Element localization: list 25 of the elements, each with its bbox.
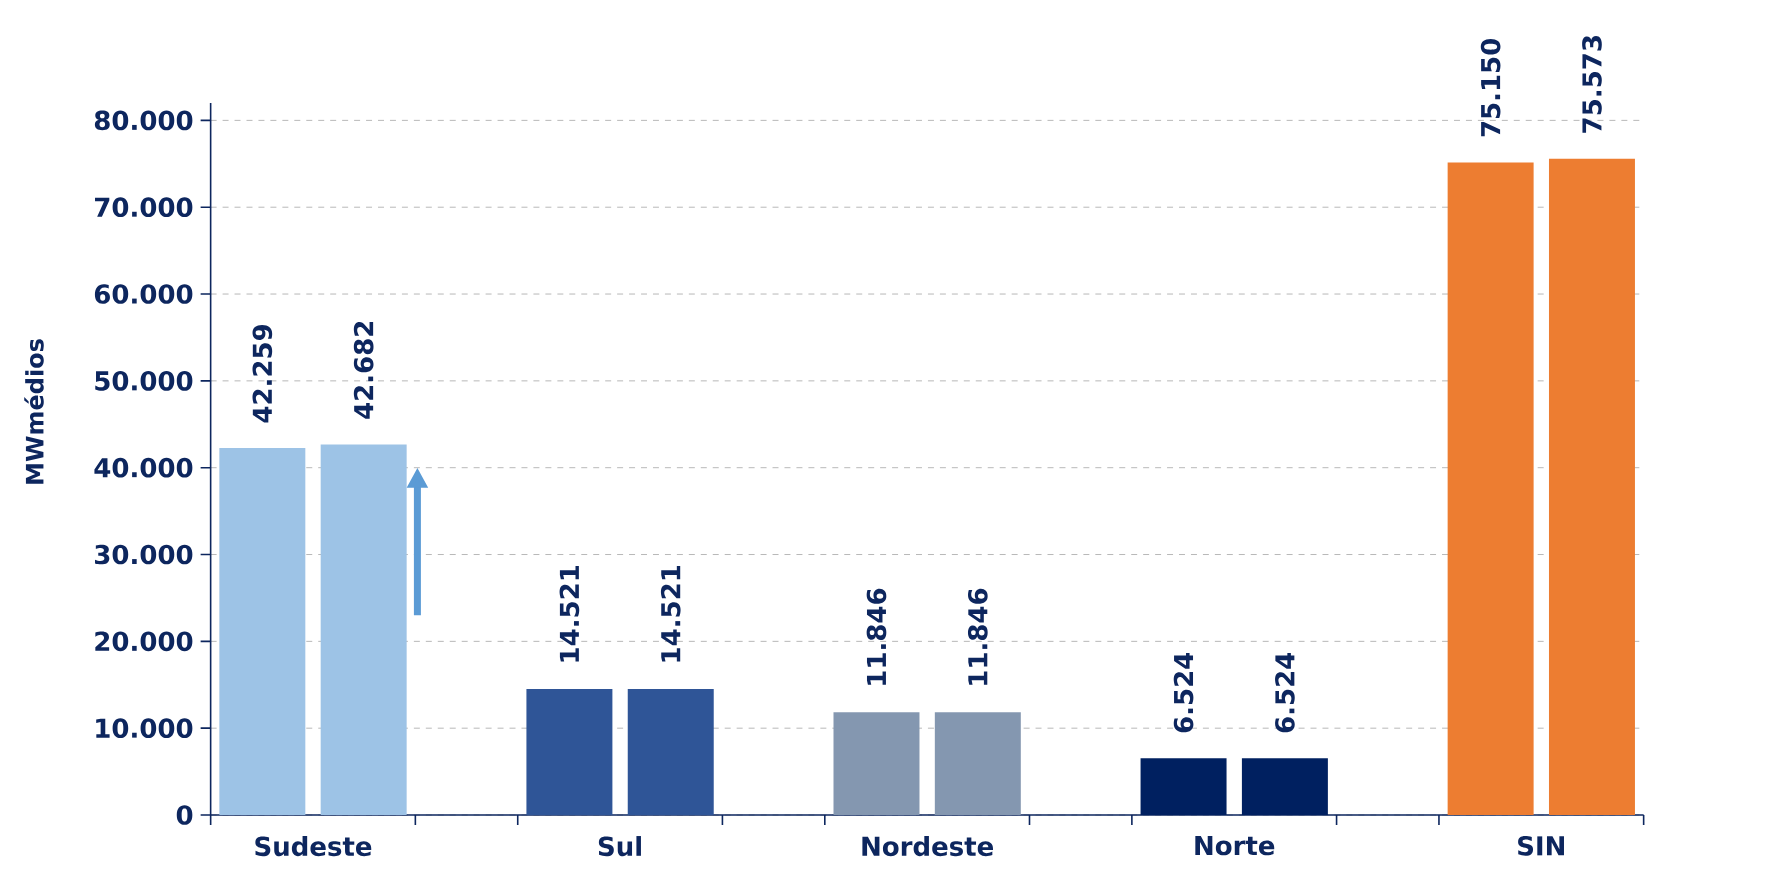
data-label: 75.150: [1480, 38, 1501, 137]
y-tick-label: 20.000: [95, 631, 193, 652]
y-tick-label: 0: [176, 805, 193, 825]
y-tick-label: 70.000: [95, 197, 193, 218]
y-tick-label: 30.000: [95, 544, 193, 565]
y-axis-title: MWmédios: [24, 339, 44, 484]
y-tick-label: 40.000: [94, 457, 193, 478]
data-label: 11.846: [866, 588, 887, 685]
data-label: 6.524: [1275, 652, 1295, 733]
y-tick-label: 10.000: [96, 718, 193, 739]
data-label: 14.521: [559, 565, 580, 662]
data-label: 75.573: [1582, 36, 1602, 133]
x-tick-label: SIN: [1518, 836, 1564, 856]
y-tick-label: 60.000: [94, 284, 193, 304]
data-label: 42.682: [353, 321, 374, 419]
x-tick-label: Sudeste: [255, 836, 372, 857]
data-label: 11.846: [967, 588, 988, 685]
y-tick-label: 50.000: [95, 371, 193, 391]
x-tick-label: Nordeste: [862, 836, 993, 857]
data-label: 42.259: [252, 324, 273, 423]
x-tick-label: Norte: [1195, 836, 1275, 856]
data-label: 6.524: [1173, 652, 1194, 733]
x-tick-label: Sul: [598, 836, 641, 857]
y-tick-label: 80.000: [94, 110, 193, 131]
data-label: 14.521: [660, 565, 681, 662]
